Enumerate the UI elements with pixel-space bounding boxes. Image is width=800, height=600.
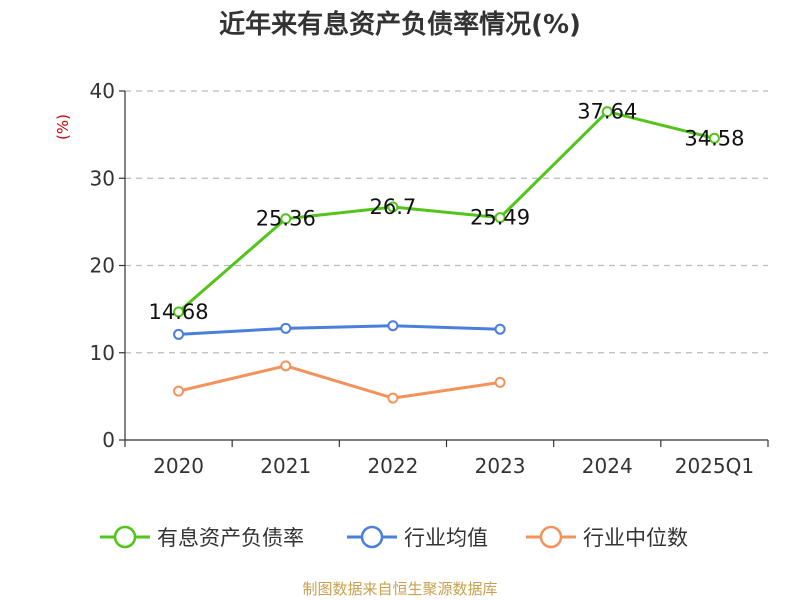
data-point[interactable]	[494, 323, 506, 335]
legend-item[interactable]: 行业均值	[347, 525, 488, 550]
x-tick-label: 2024	[582, 454, 633, 478]
data-point[interactable]	[387, 392, 399, 404]
legend-item[interactable]: 有息资产负债率	[100, 525, 304, 550]
source-note: 制图数据来自恒生聚源数据库	[302, 580, 497, 598]
y-tick-label: 30	[90, 166, 115, 190]
data-point[interactable]	[173, 306, 185, 318]
data-labels: 14.68 25.36 26.7 25.49 37.64 34.58	[149, 100, 745, 324]
data-point[interactable]	[173, 328, 185, 340]
legend-label: 行业中位数	[583, 526, 688, 550]
x-tick-label: 2023	[475, 454, 526, 478]
data-point[interactable]	[280, 322, 292, 334]
grid	[125, 90, 768, 354]
data-point[interactable]	[280, 360, 292, 372]
y-axis-label: (%)	[54, 114, 72, 140]
series-line	[178, 364, 501, 400]
data-label: 25.49	[470, 206, 530, 230]
data-label: 26.7	[370, 195, 417, 219]
axes: 0 10 20 30 40 2020 2021 2022 2023 2024 2025Q1	[90, 79, 769, 478]
data-label: 14.68	[149, 300, 209, 324]
series-layer	[173, 106, 720, 404]
data-point[interactable]	[708, 132, 720, 144]
data-label: 25.36	[256, 207, 316, 231]
data-point[interactable]	[387, 320, 399, 332]
series-line	[178, 324, 501, 336]
x-tick-label: 2020	[153, 454, 204, 478]
legend-marker	[113, 525, 137, 549]
y-tick-label: 20	[90, 254, 115, 278]
data-point[interactable]	[280, 213, 292, 225]
legend-marker	[539, 525, 563, 549]
legend[interactable]: 有息资产负债率 行业均值 行业中位数	[100, 525, 688, 550]
chart-title: 近年来有息资产负债率情况(%)	[219, 9, 581, 40]
data-point[interactable]	[494, 376, 506, 388]
y-tick-label: 0	[102, 428, 115, 452]
legend-label: 行业均值	[404, 526, 488, 550]
data-point[interactable]	[173, 385, 185, 397]
data-label: 37.64	[577, 100, 637, 124]
data-point[interactable]	[601, 106, 613, 118]
data-point[interactable]	[387, 201, 399, 213]
series-line	[177, 110, 715, 314]
x-tick-label: 2021	[260, 454, 311, 478]
legend-marker	[360, 525, 384, 549]
x-tick-label: 2025Q1	[675, 454, 754, 478]
legend-label: 有息资产负债率	[157, 526, 304, 550]
legend-item[interactable]: 行业中位数	[526, 525, 688, 550]
x-tick-label: 2022	[367, 454, 418, 478]
data-point[interactable]	[494, 212, 506, 224]
y-tick-label: 10	[90, 341, 115, 365]
y-tick-label: 40	[90, 79, 115, 103]
data-label: 34.58	[684, 126, 744, 150]
